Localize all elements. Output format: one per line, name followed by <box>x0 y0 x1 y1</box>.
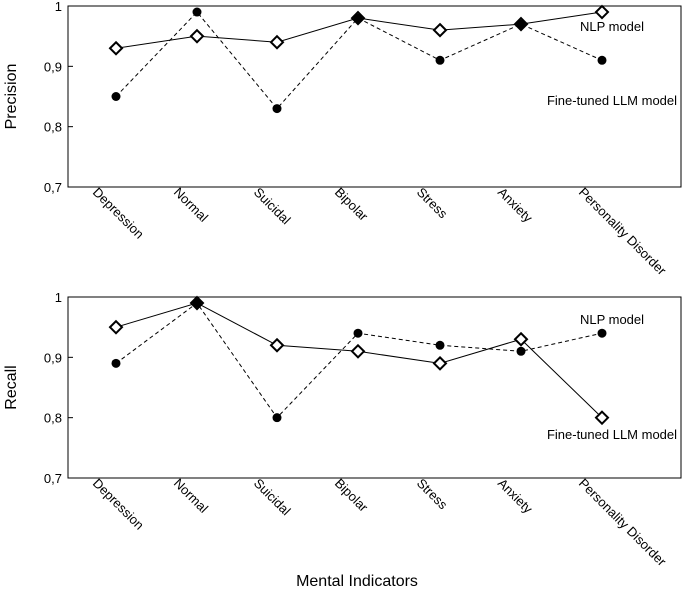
llm-model-point <box>353 13 363 23</box>
llm-model-point <box>597 328 607 338</box>
y-axis-title: Precision <box>3 64 20 130</box>
nlp-model-point <box>269 337 285 353</box>
x-tick-label: Anxiety <box>495 476 536 517</box>
nlp-model-point <box>350 343 366 359</box>
x-tick-label: Normal <box>171 476 211 516</box>
llm-model-point <box>516 19 526 29</box>
llm-model-point <box>272 413 282 423</box>
x-tick-label: Personality Disorder <box>576 185 670 279</box>
series-line <box>115 302 603 419</box>
series-label: Fine-tuned LLM model <box>547 427 677 442</box>
series-line <box>115 11 603 110</box>
x-tick-label: Stress <box>414 476 451 513</box>
nlp-model-point <box>513 331 529 347</box>
llm-model-point <box>435 55 445 65</box>
x-tick-label: Anxiety <box>495 185 536 226</box>
series-line <box>115 302 603 419</box>
x-tick-label: Suicidal <box>251 476 294 519</box>
recall-panel: 0,7 0,8 0,9 1 Recall Depression Normal Suicidal… <box>3 290 682 570</box>
plot-frame <box>67 296 682 479</box>
x-tick-label: Bipolar <box>332 185 372 225</box>
x-tick-label: Bipolar <box>332 476 372 516</box>
x-tick-label: Stress <box>414 185 451 222</box>
x-tick-label: Normal <box>171 185 211 225</box>
y-tick-label: 0,8 <box>44 411 62 426</box>
x-tick-label: Personality Disorder <box>576 476 670 570</box>
llm-model-point <box>597 55 607 65</box>
llm-model-point <box>353 328 363 338</box>
nlp-model-point <box>269 34 285 50</box>
y-tick-label: 0,9 <box>44 350 62 365</box>
llm-model-point <box>516 346 526 356</box>
x-tick-label: Suicidal <box>251 185 294 228</box>
llm-model-point <box>435 340 445 350</box>
y-axis-title: Recall <box>3 365 20 409</box>
nlp-model-point <box>108 40 124 56</box>
nlp-model-point <box>594 410 610 426</box>
y-tick-label: 0,9 <box>44 59 62 74</box>
y-tick-label: 0,7 <box>44 180 62 195</box>
llm-model-point <box>192 7 202 17</box>
nlp-model-point <box>432 355 448 371</box>
nlp-model-point <box>594 4 610 20</box>
x-tick-label: Depression <box>90 476 147 533</box>
nlp-model-point <box>432 22 448 38</box>
llm-model-point <box>192 298 202 308</box>
x-tick-label: Depression <box>90 185 147 242</box>
llm-model-point <box>272 104 282 114</box>
precision-panel: 0,7 0,8 0,9 1 Precision Depression Normal Suici… <box>3 0 682 279</box>
x-axis-title: Mental Indicators <box>296 573 418 590</box>
series-label: NLP model <box>580 19 644 34</box>
series-label: NLP model <box>580 312 644 327</box>
nlp-model-point <box>189 28 205 44</box>
y-tick-label: 1 <box>55 0 62 14</box>
plot-frame <box>67 5 682 188</box>
y-tick-label: 0,8 <box>44 120 62 135</box>
y-tick-label: 0,7 <box>44 471 62 486</box>
nlp-model-point <box>108 319 124 335</box>
series-label: Fine-tuned LLM model <box>547 93 677 108</box>
llm-model-point <box>111 92 121 101</box>
llm-model-point <box>111 358 121 368</box>
y-tick-label: 1 <box>55 290 62 305</box>
